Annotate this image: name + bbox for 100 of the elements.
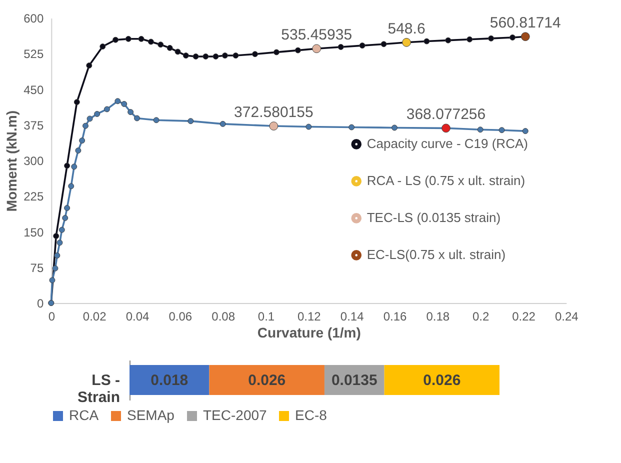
data-label: 368.077256 [406,106,486,124]
point [477,126,484,133]
legend-label: Capacity curve - C19 (RCA) [366,136,528,152]
x-tick-label: 0.04 [126,310,150,324]
point [424,38,430,44]
legend-label: RCA - LS (0.75 x ult. strain) [366,173,526,188]
legend-label: SEMAp [127,407,175,423]
data-label: 372.580155 [234,104,314,122]
x-tick-label: 0.18 [426,310,450,324]
y-tick-label: 600 [24,12,44,26]
legend-label: TEC-LS (0.0135 strain) [366,210,501,226]
x-tick-label: 0.14 [340,310,364,324]
x-tick-label: 0.08 [212,310,236,324]
x-tick-label: 0.06 [168,310,192,324]
x-tick-label: 0.2 [472,310,490,324]
point [64,205,70,211]
point [114,98,121,104]
point [294,47,301,54]
point [359,42,366,49]
point [75,148,82,154]
x-tick-label: 0.16 [383,310,407,324]
x-tick-label: 0.22 [512,310,536,324]
y-tick-label: 300 [24,154,44,168]
point [522,128,528,134]
point [222,52,228,59]
y-tick-label: 525 [24,47,44,62]
point [182,52,189,59]
y-tick-label: 75 [30,260,44,275]
point [58,226,65,233]
y-tick-label: 0 [36,296,44,310]
point [488,35,494,42]
bar [384,365,500,395]
point [125,36,132,42]
point [121,100,128,107]
point [86,116,93,122]
point [348,124,355,130]
x-axis-title: Curvature (1/m) [257,324,361,340]
legend-label: EC-LS(0.75 x ult. strain) [366,247,506,262]
point [104,106,110,112]
point [306,124,312,130]
point [392,124,398,131]
point [148,38,154,45]
point [86,62,92,68]
x-tick-label: 0.02 [82,310,107,324]
point [53,233,60,240]
x-tick-label: 0.1 [258,310,275,324]
point [128,109,134,116]
point [112,36,119,43]
legend-label: EC-8 [295,407,328,423]
point [466,36,473,42]
point [166,44,173,51]
point [498,127,505,134]
y-tick-label: 450 [24,82,44,97]
legend-label: TEC-2007 [203,407,268,423]
point [174,48,181,55]
point [79,138,86,144]
point [94,110,100,117]
x-tick-label: 0.24 [554,310,579,324]
point [192,53,199,60]
point [212,53,219,60]
point [445,37,452,44]
point [188,118,194,124]
point [52,265,58,272]
y-tick-label: 375 [24,118,44,132]
point [62,214,68,221]
point [71,164,78,170]
point [380,41,387,48]
data-label: 548.6 [388,20,426,38]
data-label: 0.026 [423,372,461,389]
point [54,252,60,258]
point [273,49,280,56]
point [74,99,80,106]
point [252,51,258,58]
y-axis-title: Moment (kN.m) [4,110,20,212]
point [134,115,140,122]
point [202,53,209,60]
data-label: 560.81714 [490,14,561,32]
point [153,117,160,124]
y-tick-label: 225 [24,190,44,204]
y-tick-label: 150 [24,225,44,240]
x-tick-label: 0 [48,310,56,324]
point [68,183,74,190]
point [64,162,70,169]
data-label: 0.018 [150,372,188,389]
point [338,44,344,50]
point [510,34,516,40]
point [100,44,106,50]
data-label: 0.0135 [331,372,378,389]
data-label: 535.45935 [281,26,352,44]
point [56,240,63,246]
point [220,120,226,127]
data-label: 0.026 [248,372,286,389]
y-tick-label: LS - Strain [77,372,120,406]
point [82,122,88,129]
point [232,52,239,59]
x-tick-label: 0.12 [297,310,322,324]
point [158,42,164,48]
point [138,36,144,42]
legend-label: RCA [69,407,100,423]
bar [130,365,210,395]
